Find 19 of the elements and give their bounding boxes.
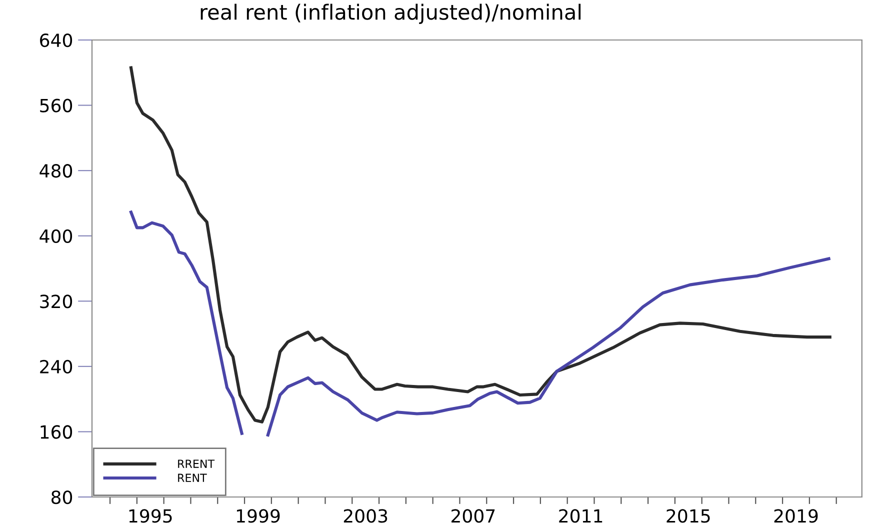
y-tick-label: 480 (40, 164, 72, 178)
x-tick-label: 2015 (666, 509, 710, 523)
x-tick-label: 1995 (129, 509, 172, 523)
y-tick-label: 640 (40, 33, 72, 48)
legend-label: RENT (178, 474, 207, 482)
legend-label: RRENT (178, 460, 215, 468)
y-tick-label: 320 (40, 294, 72, 308)
y-tick-label: 80 (51, 490, 72, 504)
chart-title: real rent (inflation adjusted)/nominal (200, 4, 581, 24)
x-tick-label: 2019 (774, 509, 818, 523)
y-tick-label: 240 (40, 360, 72, 374)
y-tick-label: 160 (40, 425, 72, 439)
x-tick-label: 1999 (236, 509, 280, 523)
y-tick-label: 560 (40, 98, 72, 112)
y-tick-label: 400 (40, 229, 72, 243)
x-tick-label: 2007 (452, 509, 495, 523)
line-series (129, 66, 832, 424)
x-tick-label: 2011 (559, 509, 602, 523)
x-tick-label: 2003 (344, 509, 388, 523)
